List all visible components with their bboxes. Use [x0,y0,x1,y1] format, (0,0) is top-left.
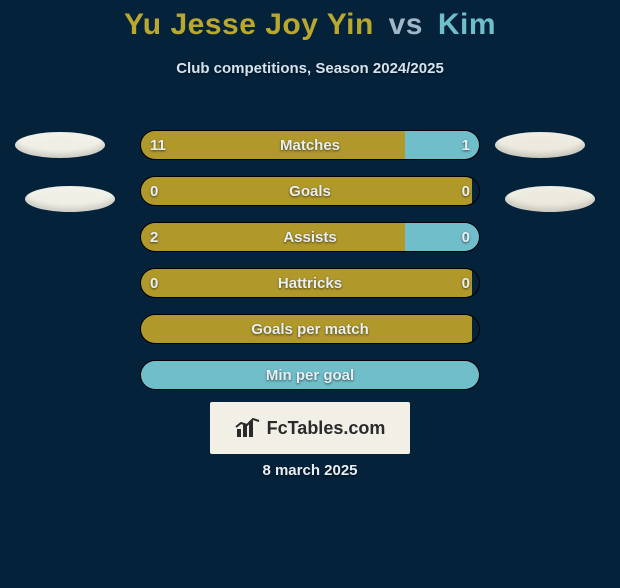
stat-bar-track: Goals per match [140,314,480,344]
player2-name: Kim [438,8,496,41]
stat-row: Goals per match [0,314,620,344]
stat-bar-left [141,315,472,343]
stat-value-right: 0 [420,222,480,252]
stat-row: Hattricks00 [0,268,620,298]
stat-row: Assists20 [0,222,620,252]
right-ellipse-placeholder [505,186,595,212]
vs-text: vs [389,8,423,41]
stat-value-right: 1 [420,130,480,160]
stat-value-left: 2 [140,222,200,252]
right-ellipse-placeholder [495,132,585,158]
stat-value-right: 0 [420,268,480,298]
stat-value-left: 11 [140,130,200,160]
left-ellipse-placeholder [15,132,105,158]
footer-date: 8 march 2025 [0,462,620,479]
comparison-title: Yu Jesse Joy Yin vs Kim [0,8,620,42]
stat-bar-right [141,361,479,389]
stat-rows-container: Matches111Goals00Assists20Hattricks00Goa… [0,130,620,406]
stat-value-left: 0 [140,268,200,298]
stat-row: Min per goal [0,360,620,390]
stat-bar-track: Min per goal [140,360,480,390]
stat-value-left: 0 [140,176,200,206]
left-ellipse-placeholder [25,186,115,212]
subtitle: Club competitions, Season 2024/2025 [0,60,620,77]
stat-value-right: 0 [420,176,480,206]
player1-name: Yu Jesse Joy Yin [124,8,374,41]
chart-icon [235,417,261,439]
brand-box: FcTables.com [210,402,410,454]
brand-text: FcTables.com [267,418,386,439]
